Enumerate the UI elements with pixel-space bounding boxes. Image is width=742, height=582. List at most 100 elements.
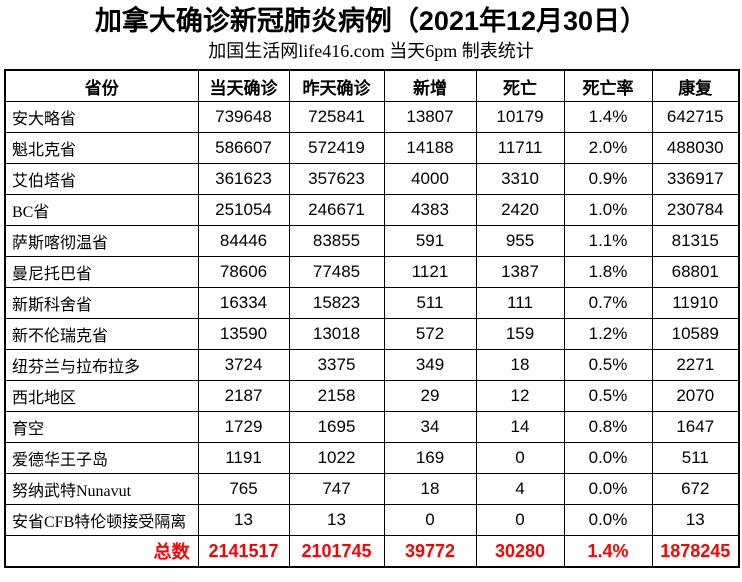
value-cell: 1121: [383, 256, 477, 288]
value-cell: 1647: [651, 411, 740, 443]
value-cell: 1729: [197, 411, 290, 443]
value-cell: 15823: [288, 287, 385, 319]
page-subtitle: 加国生活网life416.com 当天6pm 制表统计: [208, 41, 534, 61]
province-name-cell: 新斯科舍省: [4, 287, 199, 319]
value-cell: 246671: [288, 194, 385, 226]
table-row: 魁北克省 586607 572419 14188 11711 2.0% 488030: [4, 132, 740, 164]
value-cell: 488030: [651, 132, 740, 164]
value-cell: 13: [651, 504, 740, 536]
value-cell: 0.8%: [563, 411, 653, 443]
value-cell: 13: [197, 504, 290, 536]
value-cell: 4: [475, 473, 565, 505]
column-header-2: 昨天确诊: [288, 69, 385, 102]
value-cell: 0: [383, 504, 477, 536]
value-cell: 349: [383, 349, 477, 381]
value-cell: 955: [475, 225, 565, 257]
value-cell: 11910: [651, 287, 740, 319]
value-cell: 34: [383, 411, 477, 443]
value-cell: 4000: [383, 163, 477, 195]
column-header-1: 当天确诊: [197, 69, 290, 102]
province-name-cell: 魁北克省: [4, 132, 199, 164]
value-cell: 81315: [651, 225, 740, 257]
covid-stats-table: 省份 当天确诊 昨天确诊 新增 死亡 死亡率 康复 安大略省 739648 725841 1380…: [4, 69, 740, 568]
province-name-cell: 爱德华王子岛: [4, 442, 199, 474]
value-cell: 0: [475, 504, 565, 536]
table-row: 育空 1729 1695 34 14 0.8% 1647: [4, 411, 740, 443]
table-row: 萨斯喀彻温省 84446 83855 591 955 1.1% 81315: [4, 225, 740, 257]
value-cell: 2187: [197, 380, 290, 412]
value-cell: 739648: [197, 101, 290, 133]
value-cell: 84446: [197, 225, 290, 257]
value-cell: 0.7%: [563, 287, 653, 319]
province-name-cell: 新不伦瑞克省: [4, 318, 199, 350]
value-cell: 39772: [383, 535, 477, 568]
value-cell: 169: [383, 442, 477, 474]
value-cell: 1.0%: [563, 194, 653, 226]
value-cell: 1878245: [651, 535, 740, 568]
value-cell: 361623: [197, 163, 290, 195]
column-header-4: 死亡: [475, 69, 565, 102]
value-cell: 1.2%: [563, 318, 653, 350]
value-cell: 0.5%: [563, 380, 653, 412]
value-cell: 2.0%: [563, 132, 653, 164]
province-name-cell: 努纳武特Nunavut: [4, 473, 199, 505]
province-name-cell: BC省: [4, 194, 199, 226]
value-cell: 251054: [197, 194, 290, 226]
value-cell: 11711: [475, 132, 565, 164]
value-cell: 13: [288, 504, 385, 536]
value-cell: 511: [651, 442, 740, 474]
value-cell: 2158: [288, 380, 385, 412]
value-cell: 16334: [197, 287, 290, 319]
table-row: 曼尼托巴省 78606 77485 1121 1387 1.8% 68801: [4, 256, 740, 288]
province-name-cell: 纽芬兰与拉布拉多: [4, 349, 199, 381]
value-cell: 336917: [651, 163, 740, 195]
column-header-6: 康复: [651, 69, 740, 102]
value-cell: 672: [651, 473, 740, 505]
value-cell: 68801: [651, 256, 740, 288]
column-header-5: 死亡率: [563, 69, 653, 102]
value-cell: 1.8%: [563, 256, 653, 288]
page-title: 加拿大确诊新冠肺炎病例（2021年12月30日）: [94, 6, 648, 36]
header-row: 省份 当天确诊 昨天确诊 新增 死亡 死亡率 康复: [4, 69, 740, 102]
value-cell: 1022: [288, 442, 385, 474]
value-cell: 0.0%: [563, 504, 653, 536]
table-row: 安大略省 739648 725841 13807 10179 1.4% 642715: [4, 101, 740, 133]
value-cell: 83855: [288, 225, 385, 257]
table-row: 纽芬兰与拉布拉多 3724 3375 349 18 0.5% 2271: [4, 349, 740, 381]
value-cell: 586607: [197, 132, 290, 164]
table-row: 西北地区 2187 2158 29 12 0.5% 2070: [4, 380, 740, 412]
total-row: 总数 2141517 2101745 39772 30280 1.4% 1878245: [4, 535, 740, 568]
value-cell: 642715: [651, 101, 740, 133]
value-cell: 18: [475, 349, 565, 381]
value-cell: 0.0%: [563, 442, 653, 474]
value-cell: 1.4%: [563, 535, 653, 568]
value-cell: 1387: [475, 256, 565, 288]
province-name-cell: 艾伯塔省: [4, 163, 199, 195]
value-cell: 2271: [651, 349, 740, 381]
table-row: 安省CFB特伦顿接受隔离 13 13 0 0 0.0% 13: [4, 504, 740, 536]
value-cell: 78606: [197, 256, 290, 288]
value-cell: 3310: [475, 163, 565, 195]
value-cell: 29: [383, 380, 477, 412]
province-name-cell: 西北地区: [4, 380, 199, 412]
value-cell: 13018: [288, 318, 385, 350]
value-cell: 14188: [383, 132, 477, 164]
column-header-0: 省份: [4, 69, 199, 102]
value-cell: 591: [383, 225, 477, 257]
value-cell: 747: [288, 473, 385, 505]
value-cell: 2101745: [288, 535, 385, 568]
value-cell: 1.4%: [563, 101, 653, 133]
value-cell: 2070: [651, 380, 740, 412]
table-row: 努纳武特Nunavut 765 747 18 4 0.0% 672: [4, 473, 740, 505]
value-cell: 18: [383, 473, 477, 505]
value-cell: 12: [475, 380, 565, 412]
table-row: 爱德华王子岛 1191 1022 169 0 0.0% 511: [4, 442, 740, 474]
value-cell: 1695: [288, 411, 385, 443]
value-cell: 357623: [288, 163, 385, 195]
table-row: 新不伦瑞克省 13590 13018 572 159 1.2% 10589: [4, 318, 740, 350]
value-cell: 230784: [651, 194, 740, 226]
value-cell: 572: [383, 318, 477, 350]
table-row: 新斯科舍省 16334 15823 511 111 0.7% 11910: [4, 287, 740, 319]
value-cell: 0: [475, 442, 565, 474]
value-cell: 10589: [651, 318, 740, 350]
